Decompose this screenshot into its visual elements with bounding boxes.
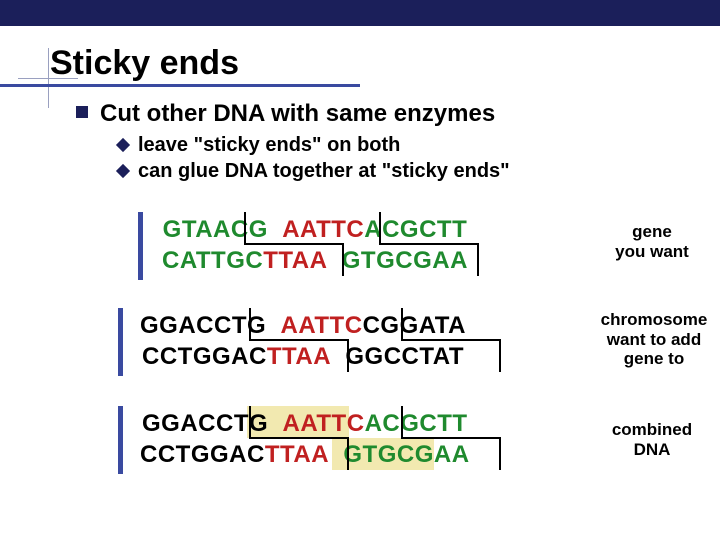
seq-b3-bot: CCTGGACTTAA GTGCGAA (140, 439, 470, 470)
seq-frag: CATTGC (162, 247, 263, 274)
sub-bullet-2-text: can glue DNA together at "sticky ends" (138, 160, 510, 183)
diamond-bullet-icon (116, 164, 130, 178)
vertical-bar (138, 212, 143, 280)
seq-frag: GGCCTAT (345, 343, 464, 370)
seq-frag: ACGCTT (365, 410, 468, 437)
top-bar (0, 0, 720, 26)
main-bullet: Cut other DNA with same enzymes (76, 100, 495, 128)
seq-frag: GGACCTG (142, 410, 268, 437)
seq-frag: ACGCTT (364, 216, 467, 243)
slide-title: Sticky ends (50, 44, 239, 83)
seq-frag: GGACCTG (140, 312, 266, 339)
seq-frag: CGGATA (363, 312, 466, 339)
label-line: gene (596, 222, 708, 242)
label-line: chromosome (588, 310, 720, 330)
seq-frag: GTGCGAA (342, 247, 468, 274)
seq-b1-bot: CATTGCTTAA GTGCGAA (162, 245, 468, 276)
sub-bullet-1-text: leave "sticky ends" on both (138, 134, 400, 157)
sequence-block-3: GGACCTG AATTCACGCTT CCTGGACTTAA GTGCGAA (140, 408, 470, 470)
vertical-bar (118, 406, 123, 474)
sub-bullet-2: can glue DNA together at "sticky ends" (118, 160, 510, 183)
seq-b2-top: GGACCTG AATTCCGGATA (140, 310, 466, 341)
seq-frag: AATTC (283, 410, 365, 437)
vertical-bar (118, 308, 123, 376)
diamond-bullet-icon (116, 138, 130, 152)
label-line: you want (596, 242, 708, 262)
label-line: want to add (588, 330, 720, 350)
seq-b1-top: GTAACG AATTCACGCTT (162, 214, 468, 245)
label-line: gene to (588, 349, 720, 369)
main-bullet-text: Cut other DNA with same enzymes (100, 100, 495, 128)
title-underline (0, 84, 360, 87)
square-bullet-icon (76, 106, 88, 118)
sub-bullet-1: leave "sticky ends" on both (118, 134, 400, 157)
seq-frag: GTAACG (163, 216, 268, 243)
label-block-1: gene you want (596, 222, 708, 261)
seq-frag: CCTGGAC (142, 343, 267, 370)
label-line: DNA (596, 440, 708, 460)
seq-frag: AATTC (281, 312, 363, 339)
seq-b2-bot: CCTGGACTTAA GGCCTAT (140, 341, 466, 372)
seq-b3-top: GGACCTG AATTCACGCTT (140, 408, 470, 439)
seq-frag: CCTGGAC (140, 441, 265, 468)
seq-frag: TTAA (263, 247, 327, 274)
label-block-3: combined DNA (596, 420, 708, 459)
seq-frag: GTGCGAA (343, 441, 469, 468)
label-line: combined (596, 420, 708, 440)
sequence-block-2: GGACCTG AATTCCGGATA CCTGGACTTAA GGCCTAT (140, 310, 466, 372)
sequence-block-1: GTAACG AATTCACGCTT CATTGCTTAA GTGCGAA (162, 214, 468, 276)
seq-frag: AATTC (282, 216, 364, 243)
seq-frag: TTAA (267, 343, 331, 370)
seq-frag: TTAA (265, 441, 329, 468)
label-block-2: chromosome want to add gene to (588, 310, 720, 369)
